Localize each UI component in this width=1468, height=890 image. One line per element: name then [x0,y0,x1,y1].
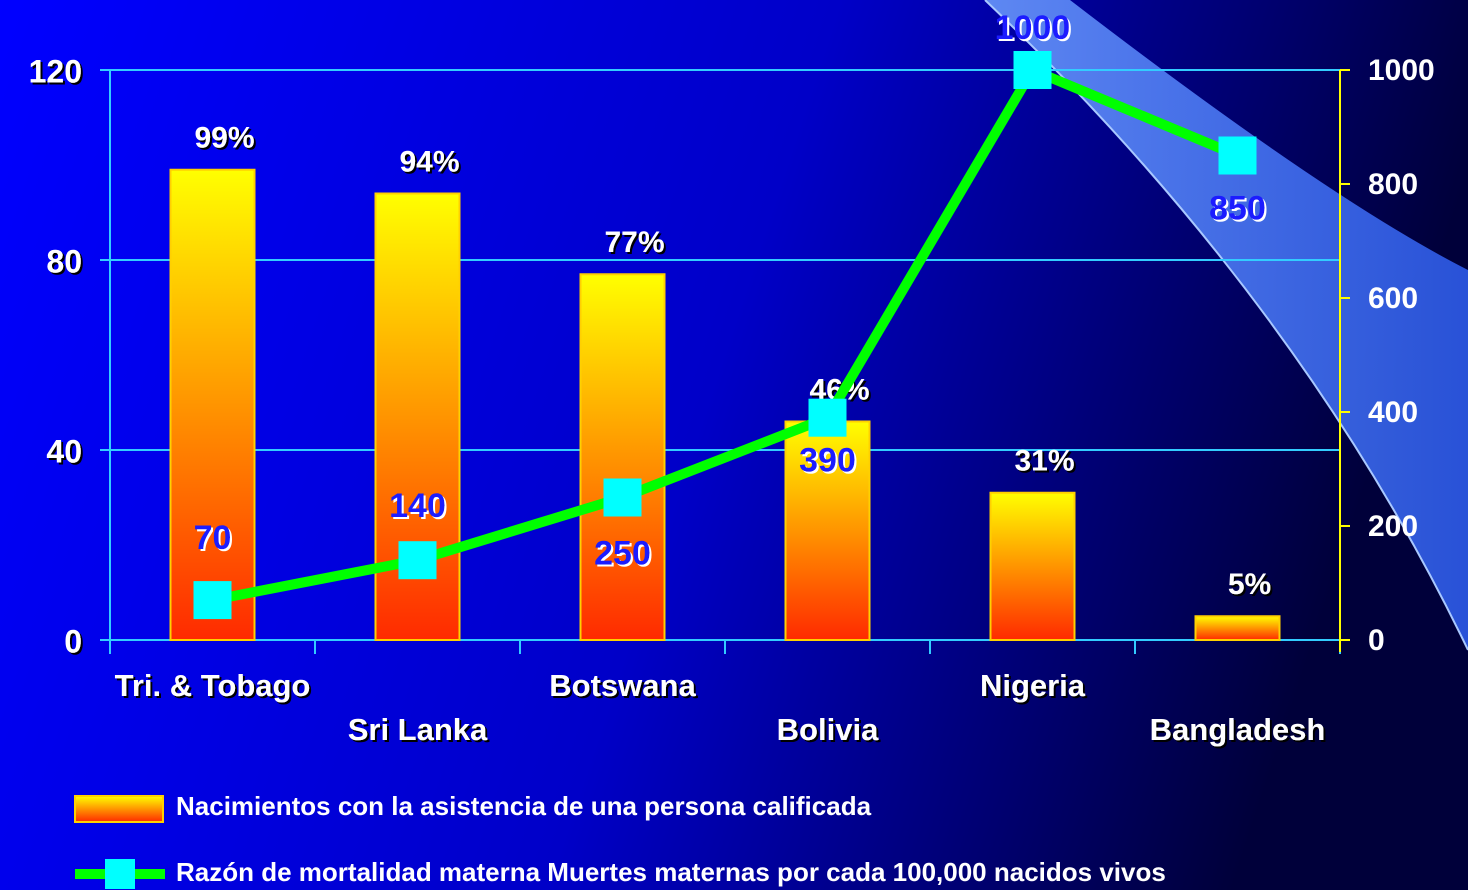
data-label: 140 [389,487,446,525]
bar [989,491,1076,641]
bar [784,420,871,641]
marker [1013,51,1052,89]
data-label: 5% [1228,568,1271,601]
data-label: 70 [194,519,232,557]
y2-tick-label: 1000 [1368,54,1435,87]
marker [808,398,847,437]
bar [1194,615,1281,641]
data-label: 850 [1209,189,1266,227]
x-tick-label: Nigeria [980,668,1086,703]
y-tick-label: 120 [29,53,82,89]
line [211,65,1240,606]
x-tick-label: Bangladesh [1150,712,1326,747]
data-label: 390 [799,442,856,480]
marker [193,581,232,620]
y2-tick-label: 200 [1368,510,1418,543]
data-label: 94% [399,145,459,178]
x-tick-label: Botswana [549,668,696,703]
legend-label: Nacimientos con la asistencia de una per… [176,791,872,821]
data-label: 77% [604,226,664,259]
y-tick-label: 0 [64,623,82,659]
marker [1218,136,1257,175]
marker [398,541,437,580]
y2-tick-label: 600 [1368,282,1418,315]
legend-label: Razón de mortalidad materna Muertes mate… [176,857,1166,887]
data-label: 1000 [995,9,1071,47]
y2-tick-label: 800 [1368,168,1418,201]
data-label: 31% [1014,445,1074,478]
y-tick-label: 80 [46,243,82,279]
decoration [985,0,1468,650]
legend-swatch [74,795,164,823]
data-label: 99% [194,122,254,155]
x-tick-label: Bolivia [777,712,879,747]
x-tick-label: Sri Lanka [348,712,488,747]
y2-tick-label: 400 [1368,396,1418,429]
legend-swatch [105,859,135,889]
x-tick-label: Tri. & Tobago [115,668,311,703]
legend: Nacimientos con la asistencia de una per… [74,791,1166,889]
y2-tick-label: 0 [1368,624,1385,657]
bar [169,168,256,641]
y-tick-label: 40 [46,433,82,469]
bar [579,273,666,641]
data-label: 250 [594,534,651,572]
marker [603,478,642,517]
